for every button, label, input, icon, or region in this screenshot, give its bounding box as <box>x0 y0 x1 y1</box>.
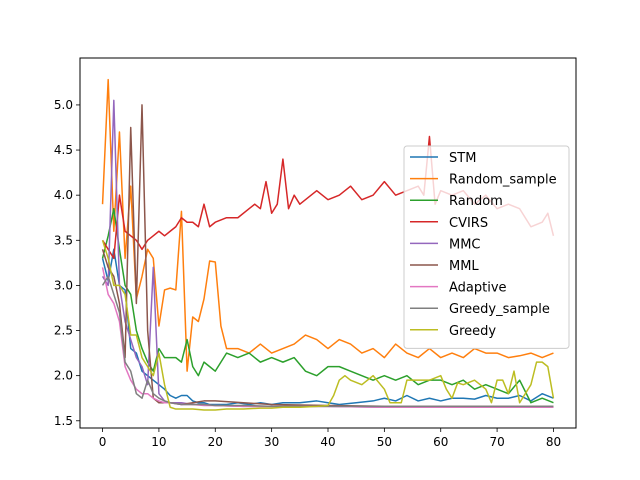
legend-label: Adaptive <box>449 281 507 296</box>
x-tick-label: 0 <box>99 435 107 449</box>
x-tick-label: 60 <box>433 435 448 449</box>
x-tick-label: 70 <box>489 435 504 449</box>
y-tick-label: 1.5 <box>54 414 73 428</box>
x-tick-label: 10 <box>151 435 166 449</box>
y-tick-label: 2.0 <box>54 369 73 383</box>
series-line-random <box>101 207 554 404</box>
y-tick-label: 4.0 <box>54 188 73 202</box>
x-tick-label: 30 <box>264 435 279 449</box>
series-line-greedy-sample <box>101 275 554 408</box>
legend-label: MML <box>449 259 479 274</box>
legend-label: MMC <box>449 237 481 252</box>
plot-lines <box>101 78 555 411</box>
legend: STM Random_sample Random CVIRS MMC MML Adaptiv… <box>403 145 570 349</box>
x-axis: 0 10 20 30 40 50 60 70 80 <box>99 428 561 449</box>
legend-label: Random_sample <box>449 173 557 188</box>
y-axis: 1.5 2.0 2.5 3.0 3.5 4.0 4.5 5.0 <box>54 98 80 428</box>
x-tick-label: 50 <box>377 435 392 449</box>
y-tick-label: 2.5 <box>54 324 73 338</box>
y-tick-label: 5.0 <box>54 98 73 112</box>
legend-label: CVIRS <box>449 216 488 231</box>
x-tick-label: 80 <box>546 435 561 449</box>
legend-label: Greedy <box>449 324 496 339</box>
series-line-greedy <box>101 240 555 411</box>
legend-box <box>403 145 570 349</box>
y-tick-label: 3.0 <box>54 278 73 292</box>
legend-label: Random <box>449 194 503 209</box>
legend-label: STM <box>449 151 476 166</box>
y-tick-label: 4.5 <box>54 143 73 157</box>
x-tick-label: 20 <box>208 435 223 449</box>
y-tick-label: 3.5 <box>54 233 73 247</box>
series-line-random-sample <box>101 78 554 372</box>
x-tick-label: 40 <box>320 435 335 449</box>
legend-label: Greedy_sample <box>449 302 550 317</box>
